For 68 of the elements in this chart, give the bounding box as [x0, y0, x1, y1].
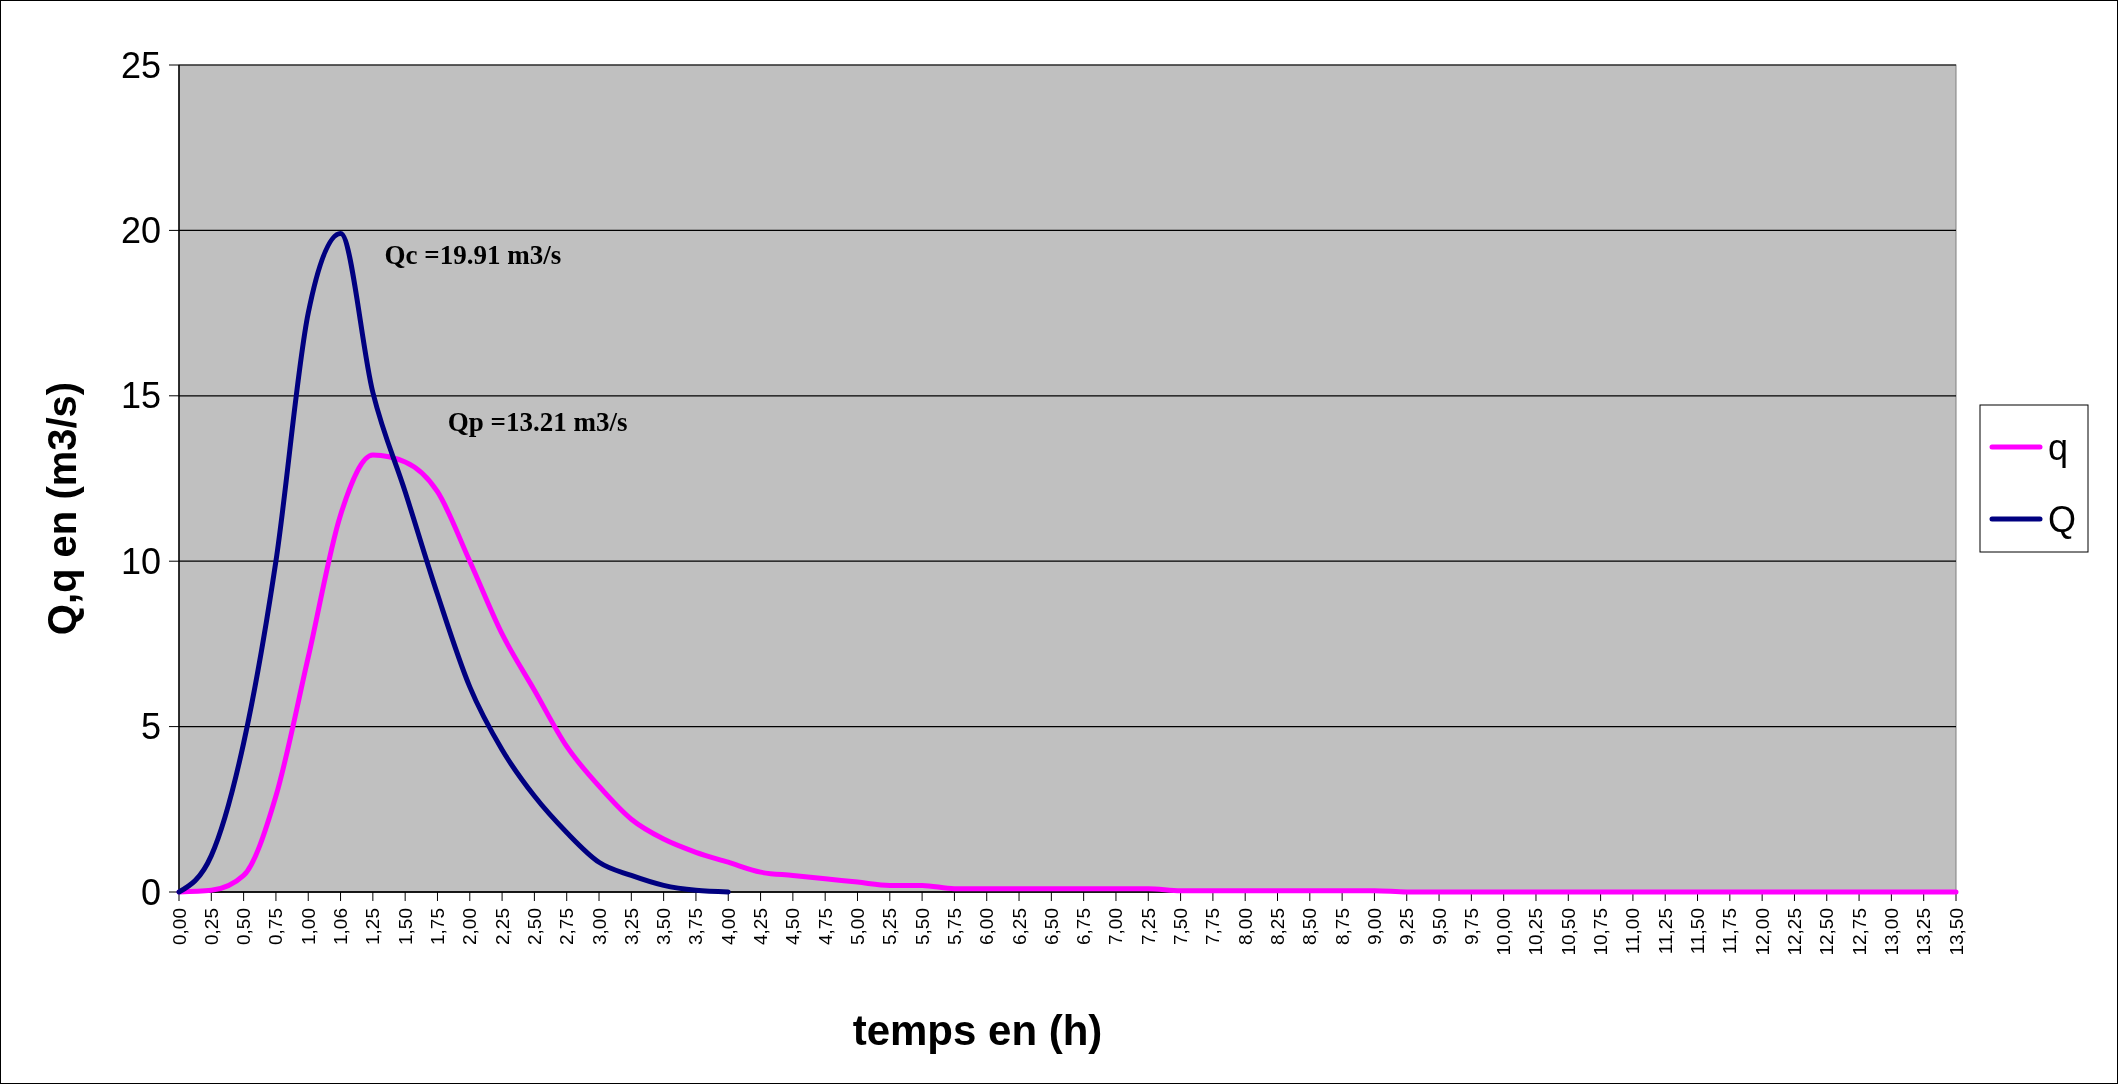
x-tick-label: 3,75	[685, 908, 707, 945]
legend-label: Q	[2048, 498, 2077, 540]
x-tick-label: 12,75	[1848, 908, 1870, 956]
y-tick-label: 10	[120, 540, 161, 582]
legend-label: q	[2048, 426, 2069, 468]
x-tick-label: 1,75	[426, 908, 448, 945]
x-tick-label: 9,00	[1363, 908, 1385, 945]
y-tick-label: 20	[120, 209, 161, 251]
x-tick-label: 1,00	[297, 908, 319, 945]
x-tick-label: 11,50	[1687, 908, 1709, 955]
x-tick-label: 5,25	[879, 908, 901, 945]
x-tick-label: 7,00	[1105, 908, 1127, 945]
x-tick-label: 9,50	[1428, 908, 1450, 945]
x-tick-label: 2,50	[523, 908, 545, 945]
x-tick-label: 6,50	[1040, 908, 1062, 945]
y-tick-label: 25	[120, 44, 161, 86]
x-tick-label: 8,00	[1234, 908, 1256, 945]
annotation: Qc =19.91 m3/s	[384, 240, 562, 271]
x-tick-label: 6,00	[976, 908, 998, 945]
x-tick-label: 7,75	[1202, 908, 1224, 945]
x-tick-label: 0,50	[233, 908, 255, 945]
x-tick-label: 4,50	[782, 908, 804, 945]
x-tick-label: 5,50	[911, 908, 933, 945]
x-tick-label: 11,00	[1622, 908, 1644, 955]
x-tick-label: 11,75	[1719, 908, 1741, 955]
y-tick-label: 15	[120, 375, 161, 417]
x-tick-label: 3,25	[620, 908, 642, 945]
x-tick-label: 4,25	[750, 908, 772, 945]
x-tick-label: 2,75	[556, 908, 578, 945]
annotation: Qp =13.21 m3/s	[447, 407, 628, 438]
x-tick-label: 13,50	[1945, 908, 1967, 956]
x-tick-label: 0,25	[200, 908, 222, 945]
x-tick-label: 9,75	[1460, 908, 1482, 945]
x-tick-label: 5,75	[943, 908, 965, 945]
x-tick-label: 6,75	[1073, 908, 1095, 945]
x-tick-label: 4,00	[717, 908, 739, 945]
y-axis-title: Q,q en (m3/s)	[40, 381, 84, 636]
x-tick-label: 8,75	[1331, 908, 1353, 945]
x-tick-label: 11,25	[1654, 908, 1676, 955]
x-tick-label: 2,00	[459, 908, 481, 945]
x-tick-label: 5,00	[846, 908, 868, 945]
x-tick-label: 7,25	[1137, 908, 1159, 945]
x-tick-label: 12,25	[1783, 908, 1805, 956]
x-tick-label: 1,50	[394, 908, 416, 945]
x-tick-label: 1,25	[362, 908, 384, 945]
x-tick-label: 10,25	[1525, 908, 1547, 956]
x-tick-label: 6,25	[1008, 908, 1030, 945]
x-tick-label: 3,50	[653, 908, 675, 945]
y-tick-label: 0	[140, 871, 161, 913]
x-tick-label: 13,25	[1913, 908, 1935, 956]
x-tick-label: 12,00	[1751, 908, 1773, 956]
x-tick-label: 13,00	[1880, 908, 1902, 956]
x-tick-label: 10,00	[1493, 908, 1515, 956]
x-tick-label: 2,25	[491, 908, 513, 945]
x-axis-title: temps en (h)	[852, 1006, 1103, 1054]
x-tick-label: 0,75	[265, 908, 287, 945]
x-tick-label: 10,50	[1557, 908, 1579, 956]
y-tick-label: 5	[140, 706, 161, 748]
x-tick-label: 12,50	[1816, 908, 1838, 956]
x-tick-label: 3,00	[588, 908, 610, 945]
x-tick-label: 4,75	[814, 908, 836, 945]
x-tick-label: 10,75	[1590, 908, 1612, 956]
x-tick-label: 1,06	[330, 908, 352, 945]
x-tick-label: 0,00	[168, 908, 190, 945]
x-tick-label: 8,50	[1299, 908, 1321, 945]
x-tick-label: 8,25	[1267, 908, 1289, 945]
x-tick-label: 9,25	[1396, 908, 1418, 945]
x-tick-label: 7,50	[1170, 908, 1192, 945]
